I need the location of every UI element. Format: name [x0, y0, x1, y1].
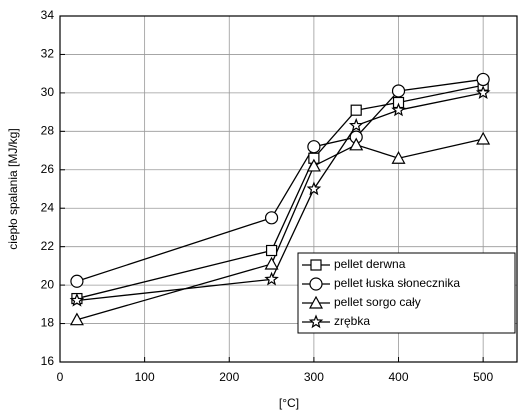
- x-tick-label: 100: [135, 370, 155, 384]
- marker: [306, 181, 322, 196]
- y-tick-label: 18: [41, 316, 55, 330]
- marker: [308, 314, 324, 329]
- series-line: [76, 138, 484, 321]
- marker: [350, 104, 362, 116]
- marker: [391, 150, 406, 164]
- marker: [69, 312, 84, 326]
- marker: [391, 84, 406, 98]
- y-tick-label: 20: [41, 277, 55, 291]
- marker: [349, 137, 364, 151]
- legend: pellet derwna pellet łuska słonecznika pel…: [297, 252, 516, 334]
- y-tick-label: 30: [41, 85, 55, 99]
- marker: [307, 140, 321, 154]
- y-tick-label: 34: [41, 8, 55, 22]
- y-tick-label: 28: [41, 124, 55, 138]
- marker: [308, 295, 324, 309]
- y-axis-label: ciepło spalania [MJ/kg]: [6, 128, 20, 249]
- marker: [475, 85, 491, 100]
- marker: [264, 211, 279, 225]
- marker: [264, 256, 279, 270]
- marker: [348, 117, 364, 132]
- y-tick-label: 32: [41, 47, 55, 61]
- marker: [264, 271, 279, 286]
- x-tick-label: 0: [57, 370, 64, 384]
- marker: [391, 102, 406, 117]
- x-axis-label: [°C]: [279, 396, 299, 410]
- series-line: [76, 84, 484, 300]
- marker: [310, 259, 322, 271]
- marker: [306, 158, 321, 172]
- x-tick-label: 400: [389, 370, 409, 384]
- marker: [265, 244, 278, 257]
- x-tick-label: 200: [219, 370, 239, 384]
- series-line: [76, 78, 484, 282]
- y-tick-label: 24: [41, 200, 55, 214]
- x-tick-label: 500: [473, 370, 493, 384]
- marker: [69, 292, 85, 307]
- y-tick-label: 22: [41, 239, 55, 253]
- marker: [70, 274, 84, 288]
- legend-label: pellet łuska słonecznika: [334, 276, 460, 290]
- marker: [476, 131, 491, 145]
- y-tick-label: 16: [41, 354, 55, 368]
- legend-label: zrębka: [334, 314, 370, 328]
- x-tick-label: 300: [304, 370, 324, 384]
- legend-box: [297, 252, 516, 334]
- legend-label: pellet sorgo cały: [334, 295, 421, 309]
- y-tick-label: 26: [41, 162, 55, 176]
- series-line: [76, 92, 484, 302]
- marker: [309, 277, 323, 291]
- legend-label: pellet derwna: [334, 257, 406, 271]
- marker: [476, 72, 490, 87]
- plot-frame: [59, 15, 518, 363]
